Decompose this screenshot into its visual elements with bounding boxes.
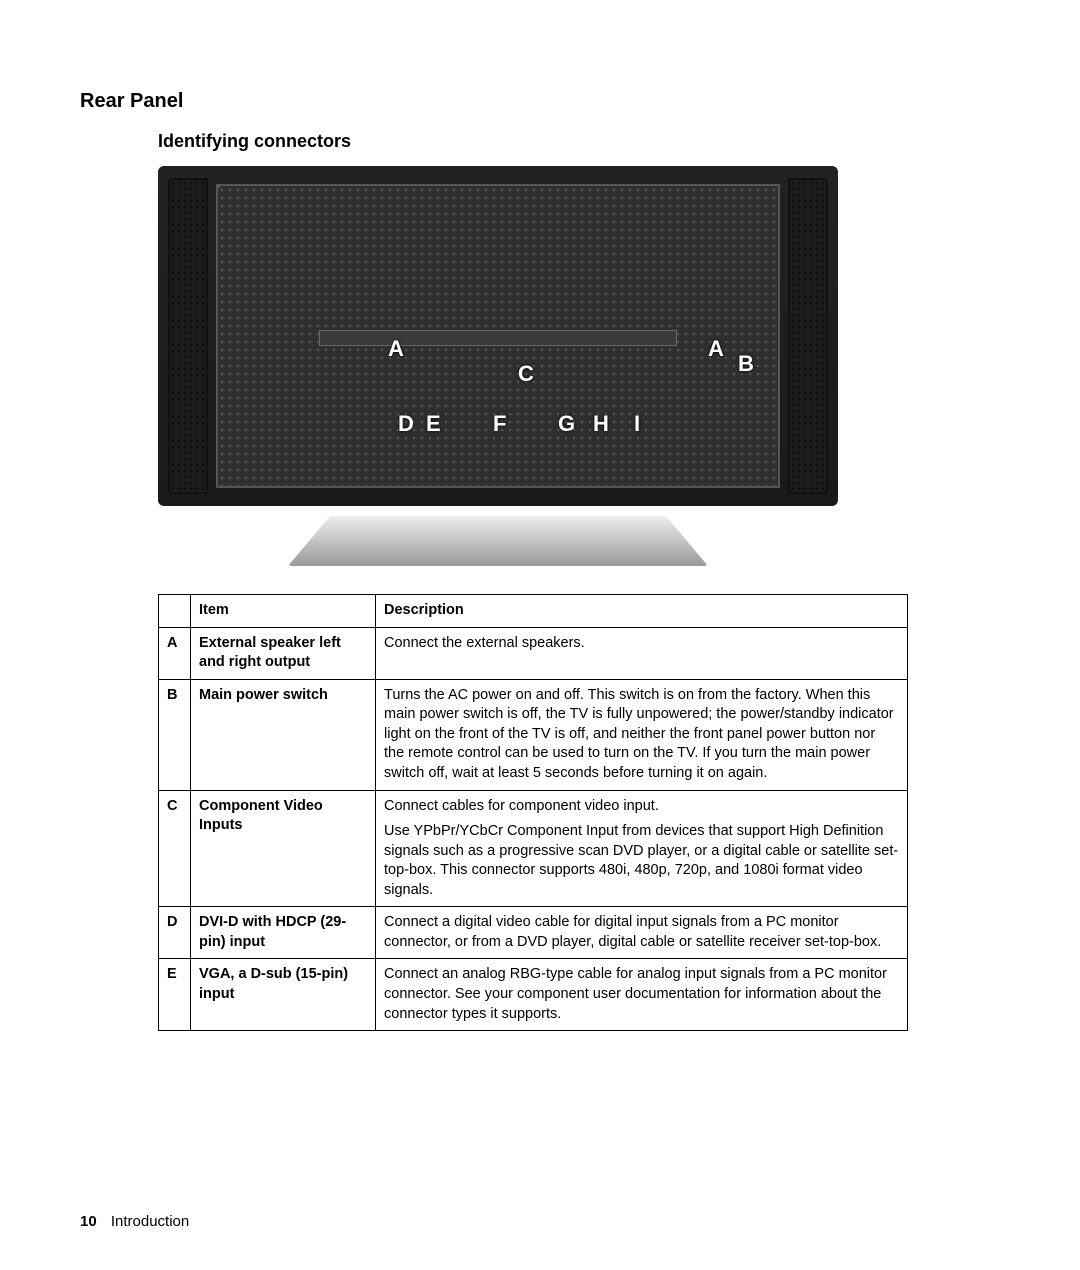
row-description: Connect a digital video cable for digita… [376, 907, 908, 959]
table-row: BMain power switchTurns the AC power on … [159, 679, 908, 790]
connectors-table: Item Description AExternal speaker left … [158, 594, 908, 1031]
table-header-row: Item Description [159, 595, 908, 628]
page-heading: Rear Panel [80, 90, 1000, 113]
row-letter: D [159, 907, 191, 959]
row-letter: E [159, 959, 191, 1031]
table-row: DDVI-D with HDCP (29-pin) inputConnect a… [159, 907, 908, 959]
table-row: EVGA, a D-sub (15-pin) inputConnect an a… [159, 959, 908, 1031]
row-description: Connect an analog RBG-type cable for ana… [376, 959, 908, 1031]
row-letter: C [159, 790, 191, 907]
page-number: 10 [80, 1213, 97, 1230]
row-description: Connect cables for component video input… [376, 790, 908, 907]
row-description: Connect the external speakers. [376, 627, 908, 679]
table-header-blank [159, 595, 191, 628]
row-item: DVI-D with HDCP (29-pin) input [191, 907, 376, 959]
table-header-desc: Description [376, 595, 908, 628]
row-description: Turns the AC power on and off. This swit… [376, 679, 908, 790]
row-item: External speaker left and right output [191, 627, 376, 679]
row-letter: A [159, 627, 191, 679]
row-item: Component Video Inputs [191, 790, 376, 907]
table-row: AExternal speaker left and right outputC… [159, 627, 908, 679]
page-footer: 10 Introduction [80, 1213, 189, 1230]
section-name: Introduction [111, 1213, 189, 1230]
sub-heading: Identifying connectors [158, 131, 1000, 152]
speaker-left [168, 178, 208, 494]
row-item: VGA, a D-sub (15-pin) input [191, 959, 376, 1031]
tv-back-plate [216, 184, 780, 488]
speaker-right [788, 178, 828, 494]
table-row: CComponent Video InputsConnect cables fo… [159, 790, 908, 907]
row-item: Main power switch [191, 679, 376, 790]
row-letter: B [159, 679, 191, 790]
rear-panel-diagram: AABCDEFGHI [158, 166, 838, 566]
table-header-item: Item [191, 595, 376, 628]
tv-stand [288, 516, 708, 566]
